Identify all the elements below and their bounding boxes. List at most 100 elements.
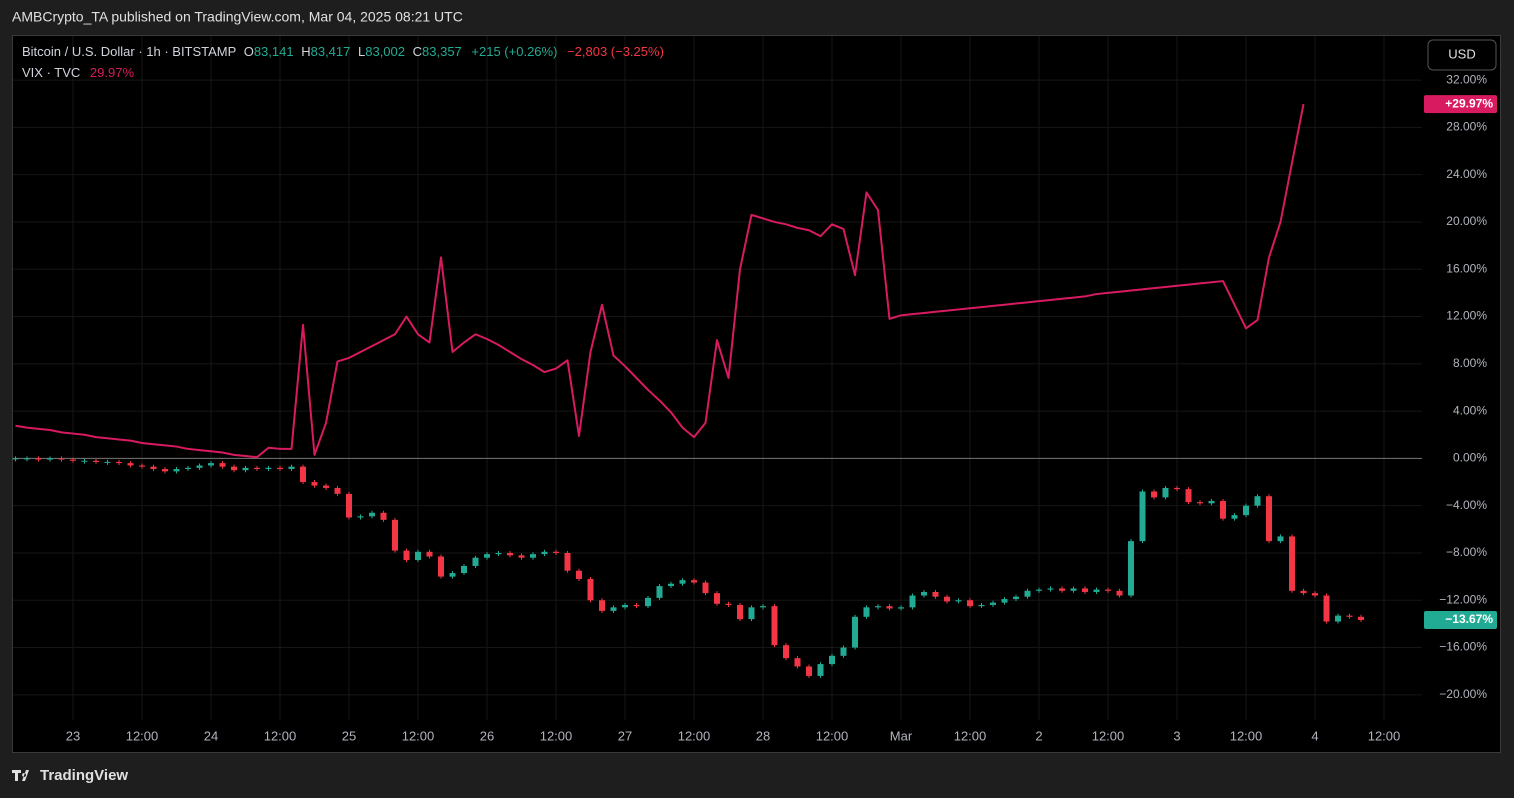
x-tick-label: 12:00 — [1092, 728, 1125, 743]
last-value-label: −13.67% — [1445, 612, 1493, 626]
candle-body — [265, 467, 272, 470]
currency-label[interactable]: USD — [1448, 46, 1475, 61]
candle-body — [24, 458, 30, 460]
brand-logo — [12, 770, 29, 781]
candle-body — [426, 551, 433, 557]
candle-body — [47, 458, 53, 460]
candle-body — [599, 600, 605, 611]
candle-body — [1036, 589, 1042, 591]
y-tick-label: −12.00% — [1439, 592, 1487, 606]
open-value: 83,141 — [254, 44, 294, 59]
candle-body — [357, 516, 364, 518]
candle-body — [70, 459, 76, 461]
candle-body — [990, 602, 996, 605]
candle-body — [817, 664, 824, 676]
x-tick-label: 3 — [1173, 728, 1180, 743]
candle-body — [150, 466, 157, 470]
y-tick-label: 28.00% — [1446, 120, 1487, 134]
y-tick-label: 12.00% — [1446, 309, 1487, 323]
low-label: L — [358, 44, 365, 59]
candle-body — [829, 655, 835, 665]
candle-body — [472, 557, 479, 566]
x-tick-label: 12:00 — [1368, 728, 1401, 743]
candle-body — [323, 485, 329, 488]
candle-body — [104, 461, 111, 463]
candle-body — [955, 600, 962, 602]
candle-body — [1001, 599, 1008, 603]
candle-body — [1231, 515, 1238, 519]
x-tick-label: 12:00 — [126, 728, 159, 743]
change: +215 (+0.26%) — [471, 44, 557, 59]
candle-body — [1197, 502, 1203, 504]
candle-body — [1151, 491, 1157, 498]
x-tick-label: 25 — [342, 728, 356, 743]
candle-body — [208, 463, 214, 466]
currency-button[interactable] — [1427, 39, 1497, 71]
candle-body — [541, 551, 548, 555]
candle-body — [576, 570, 582, 579]
candle-body — [12, 458, 19, 460]
candle-body — [932, 591, 939, 597]
last-value-badge — [1424, 95, 1497, 114]
candle-body — [1358, 616, 1364, 620]
candle-body — [1289, 536, 1295, 591]
candle-body — [461, 565, 467, 574]
candle-body — [610, 607, 617, 611]
period-change: −2,803 (−3.25%) — [567, 44, 664, 59]
candle-body — [530, 554, 536, 558]
candle-body — [1335, 615, 1341, 622]
candle-body — [656, 586, 663, 598]
y-tick-label: 32.00% — [1446, 72, 1487, 86]
candle-body — [1323, 595, 1330, 622]
candle-body — [35, 458, 42, 460]
candle-body — [173, 469, 180, 472]
candle-body — [1070, 588, 1077, 591]
candle-body — [219, 463, 226, 467]
candle-body — [622, 604, 628, 608]
last-value-badge — [1424, 610, 1497, 629]
candle-body — [1185, 489, 1192, 503]
candle-body — [300, 466, 306, 483]
candle-body — [794, 658, 801, 667]
candle-body — [783, 645, 789, 659]
candle-body — [507, 552, 513, 556]
candle-body — [760, 606, 766, 608]
legend-row: VIX · TVC 29.97% — [22, 65, 134, 80]
symbol: Bitcoin / U.S. Dollar · 1h · BITSTAMP — [22, 44, 236, 59]
candle-body — [840, 647, 847, 656]
candle-body — [93, 460, 99, 462]
y-tick-label: 4.00% — [1453, 403, 1487, 417]
x-tick-label: 2 — [1035, 728, 1042, 743]
plot-area: 23 12:00 24 12:00 25 12:00 26 12:00 27 12:00 28 12:… — [12, 36, 1487, 743]
y-tick-label: 24.00% — [1446, 167, 1487, 181]
candle-body — [748, 607, 755, 620]
candle-body — [737, 604, 743, 620]
candle-body — [254, 467, 260, 470]
candle-body — [415, 551, 421, 561]
candle-body — [909, 595, 916, 608]
candle-body — [921, 591, 927, 596]
candle-body — [196, 465, 203, 468]
y-tick-label: −8.00% — [1446, 545, 1487, 559]
candle-body — [518, 555, 525, 558]
x-tick-label: 27 — [618, 728, 632, 743]
candle-body — [231, 466, 237, 471]
x-tick-label: 12:00 — [1230, 728, 1263, 743]
high-value: 83,417 — [311, 44, 351, 59]
candle-body — [403, 550, 410, 561]
candle-body — [771, 606, 778, 646]
candle-body — [1093, 589, 1100, 592]
chart-panel — [12, 35, 1501, 753]
close-label: C — [413, 44, 422, 59]
vix-value: 29.97% — [90, 65, 135, 80]
candle-body — [1300, 590, 1307, 594]
candle-body — [81, 460, 88, 462]
x-tick-label: 12:00 — [678, 728, 711, 743]
open-label: O — [244, 44, 254, 59]
low-value: 83,002 — [365, 44, 405, 59]
candle-body — [1254, 496, 1261, 506]
candle-body — [645, 597, 651, 607]
legend-row: Bitcoin / U.S. Dollar · 1h · BITSTAMP O8… — [22, 44, 664, 59]
y-tick-label: 20.00% — [1446, 214, 1487, 228]
